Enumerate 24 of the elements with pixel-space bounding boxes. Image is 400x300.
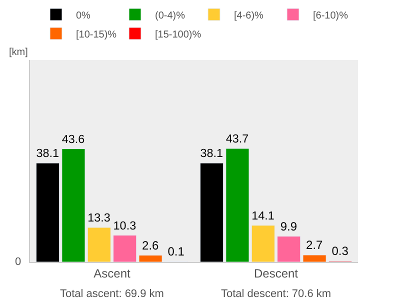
data-label: 43.7 [226,132,249,146]
x-tick-label: Descent [254,266,299,280]
text: [km] [9,47,28,58]
data-label: 43.6 [62,132,85,146]
data-label: 38.1 [36,147,60,160]
data-label: 38.1 [200,147,224,160]
data-label: 2.7 [306,238,324,252]
text: 0 [15,256,22,268]
data-label: 0.1 [168,244,185,259]
text: Total descent: 70.6 km [221,288,332,300]
legend-label: [4-6)% [234,10,264,22]
data-label: 13.3 [88,212,110,225]
x-tick-label: Ascent [94,266,132,280]
legend-label: [6-10)% [313,10,348,22]
data-label: 14.1 [252,209,274,222]
legend-label: [10-15)% [76,29,117,40]
legend-label: [15-100)% [155,29,202,40]
legend-label: 0% [76,10,91,22]
data-label: 2.6 [142,238,160,252]
data-label: 9.9 [280,219,298,234]
data-label: 10.3 [113,219,136,232]
data-label: 0.3 [332,244,349,258]
text: Total ascent: 69.9 km [60,288,164,300]
legend-label: (0-4)% [155,10,186,22]
